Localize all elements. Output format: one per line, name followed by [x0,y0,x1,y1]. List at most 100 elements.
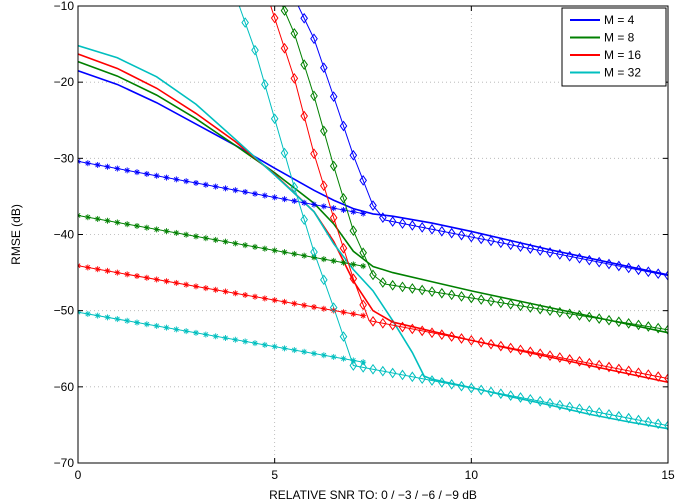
diamond-marker [369,315,377,327]
diamond-marker [477,294,485,305]
diamond-marker [359,299,367,311]
asterisk-marker [84,310,91,317]
diamond-marker [388,216,397,227]
asterisk-marker [232,187,239,194]
asterisk-marker [350,261,357,268]
asterisk-marker [163,324,170,331]
diamond-marker [565,401,574,413]
x-tick-label: 5 [271,468,278,482]
diamond-marker [388,279,397,291]
diamond-marker [388,367,397,379]
asterisk-marker [330,353,337,360]
asterisk-marker [78,262,81,269]
asterisk-marker [153,226,160,233]
asterisk-marker [252,340,258,347]
diamond-marker [418,325,426,337]
diamond-marker [447,289,456,301]
diamond-marker [349,273,358,285]
diamond-marker [506,390,515,401]
diamond-marker [329,212,338,224]
diamond-marker [457,291,466,302]
asterisk-marker [261,245,268,252]
asterisk-marker [340,206,347,213]
asterisk-marker [94,266,101,273]
diamond-marker [339,242,348,254]
diamond-marker [556,399,564,411]
asterisk-marker [261,192,268,199]
diamond-marker [654,268,662,280]
diamond-marker [644,266,653,278]
diamond-marker [349,360,358,371]
asterisk-marker [104,163,111,170]
diamond-marker [467,382,476,394]
asterisk-marker [173,176,180,183]
diamond-marker [379,212,387,223]
asterisk-marker [202,331,209,338]
diamond-marker [605,314,613,326]
asterisk-marker [114,269,121,276]
diamond-marker [398,218,407,229]
diamond-marker [595,313,603,324]
diamond-marker [320,180,328,192]
asterisk-marker [143,224,150,231]
y-axis-title: RMSE (dB) [9,204,23,265]
diamond-marker [585,405,594,416]
asterisk-marker [163,278,170,285]
diamond-marker [487,295,495,307]
diamond-marker [457,229,466,241]
diamond-marker [536,348,544,360]
asterisk-marker [222,238,229,245]
diamond-marker [310,33,318,45]
diamond-marker [556,352,564,363]
asterisk-marker [271,343,278,350]
diamond-marker [487,338,495,350]
diamond-marker [506,342,515,354]
diamond-marker [575,403,584,415]
diamond-marker [615,260,623,272]
asterisk-marker [212,183,219,190]
diamond-marker [624,365,633,377]
diamond-marker [516,300,525,312]
asterisk-marker [143,274,150,281]
diamond-marker [300,214,308,226]
series-line-m-8-diamond [282,6,668,331]
asterisk-marker [350,310,357,317]
asterisk-marker [202,181,209,188]
diamond-marker [428,327,436,339]
asterisk-marker [163,228,170,235]
diamond-marker [546,397,554,409]
diamond-marker [654,322,662,334]
asterisk-marker [301,302,308,309]
diamond-marker [290,72,299,84]
diamond-marker [398,281,407,293]
asterisk-marker [340,259,347,266]
diamond-marker [428,375,436,386]
asterisk-marker [104,217,111,224]
asterisk-marker [193,329,199,336]
asterisk-marker [271,247,278,254]
diamond-marker [615,363,623,375]
diamond-marker [428,286,436,297]
asterisk-marker [114,219,121,226]
diamond-marker [320,125,328,137]
diamond-marker [664,270,668,281]
asterisk-marker [252,190,258,197]
asterisk-marker [94,215,101,222]
asterisk-marker [212,333,219,340]
asterisk-marker [242,242,249,249]
diamond-marker [329,91,338,103]
asterisk-marker [143,170,150,177]
diamond-marker [251,44,259,56]
legend-label-m-4: M = 4 [604,13,635,27]
diamond-marker [408,371,417,383]
asterisk-marker [124,317,131,324]
asterisk-marker [291,250,298,257]
diamond-marker [477,233,485,245]
asterisk-marker [94,161,101,168]
asterisk-marker [193,283,199,290]
diamond-marker [467,292,476,304]
diamond-marker [526,346,535,358]
diamond-marker [379,365,387,377]
asterisk-marker [78,158,81,165]
diamond-marker [398,321,407,333]
